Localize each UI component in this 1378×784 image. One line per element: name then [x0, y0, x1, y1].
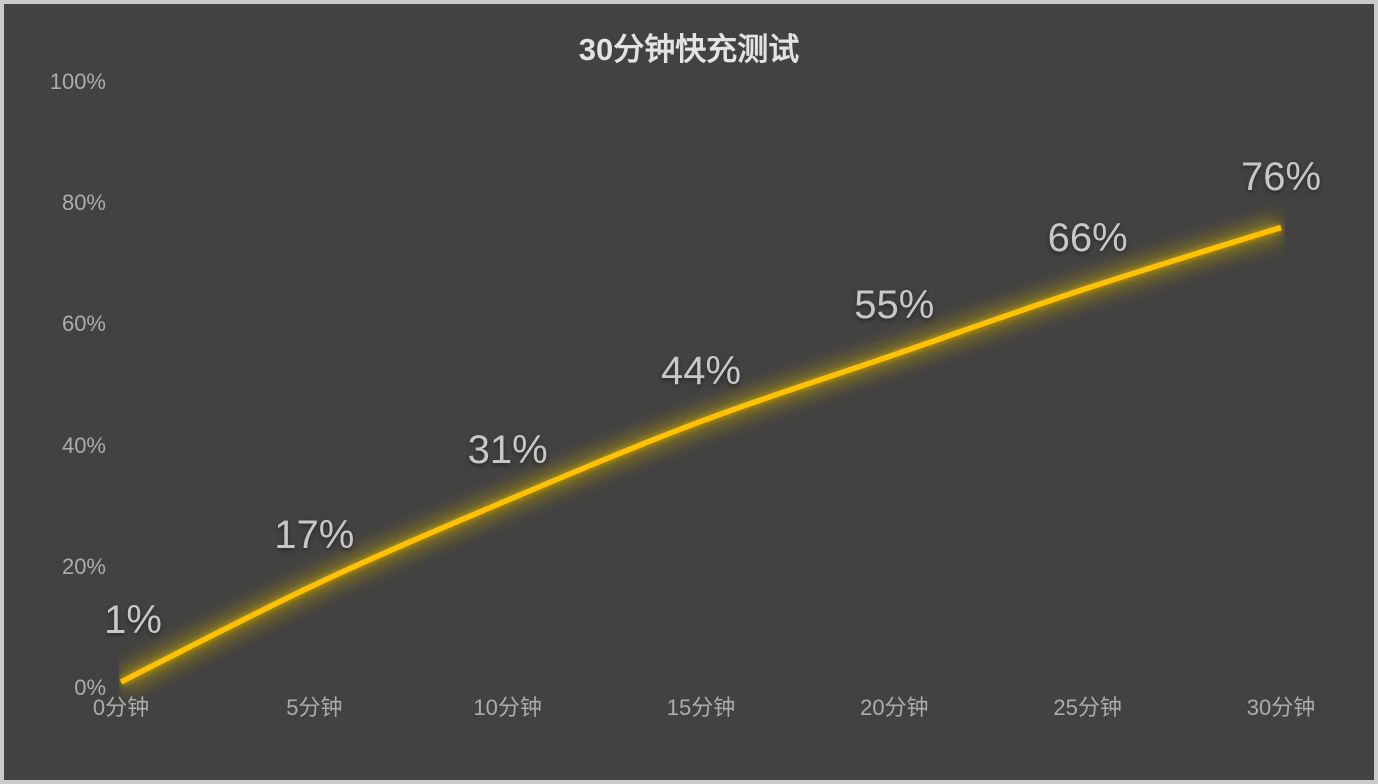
y-axis-tick-label: 0% [74, 675, 106, 700]
data-point-label: 1% [104, 597, 162, 642]
charging-curve [119, 215, 1285, 694]
data-point-label: 31% [467, 428, 548, 473]
y-axis-tick-label: 80% [61, 190, 106, 216]
x-axis-tick-label: 0分钟 [92, 695, 150, 720]
x-axis-tick-label: 20分钟 [860, 695, 929, 720]
x-axis-tick-label: 5分钟 [286, 695, 343, 720]
data-point-label: 44% [660, 349, 742, 394]
data-point-label: 76% [1240, 155, 1322, 200]
x-axis-tick-label: 10分钟 [473, 695, 542, 720]
x-axis-tick-label: 15分钟 [666, 695, 736, 720]
data-point-label: 66% [1047, 216, 1128, 261]
data-point-label: 17% [274, 512, 355, 557]
line-glow-inner [119, 222, 1283, 687]
data-point-label: 55% [854, 282, 935, 327]
y-axis-tick-label: 40% [61, 432, 106, 458]
x-axis-tick-label: 25分钟 [1053, 695, 1122, 720]
x-axis-tick-label: 30分钟 [1246, 695, 1316, 720]
y-axis-tick-label: 60% [61, 311, 106, 337]
y-axis-tick-label: 100% [49, 69, 106, 94]
line-glow-outer [119, 215, 1285, 694]
y-axis-tick-label: 20% [61, 553, 106, 579]
line-core [119, 224, 1282, 685]
chart-title: 30分钟快充测试 [578, 32, 800, 67]
